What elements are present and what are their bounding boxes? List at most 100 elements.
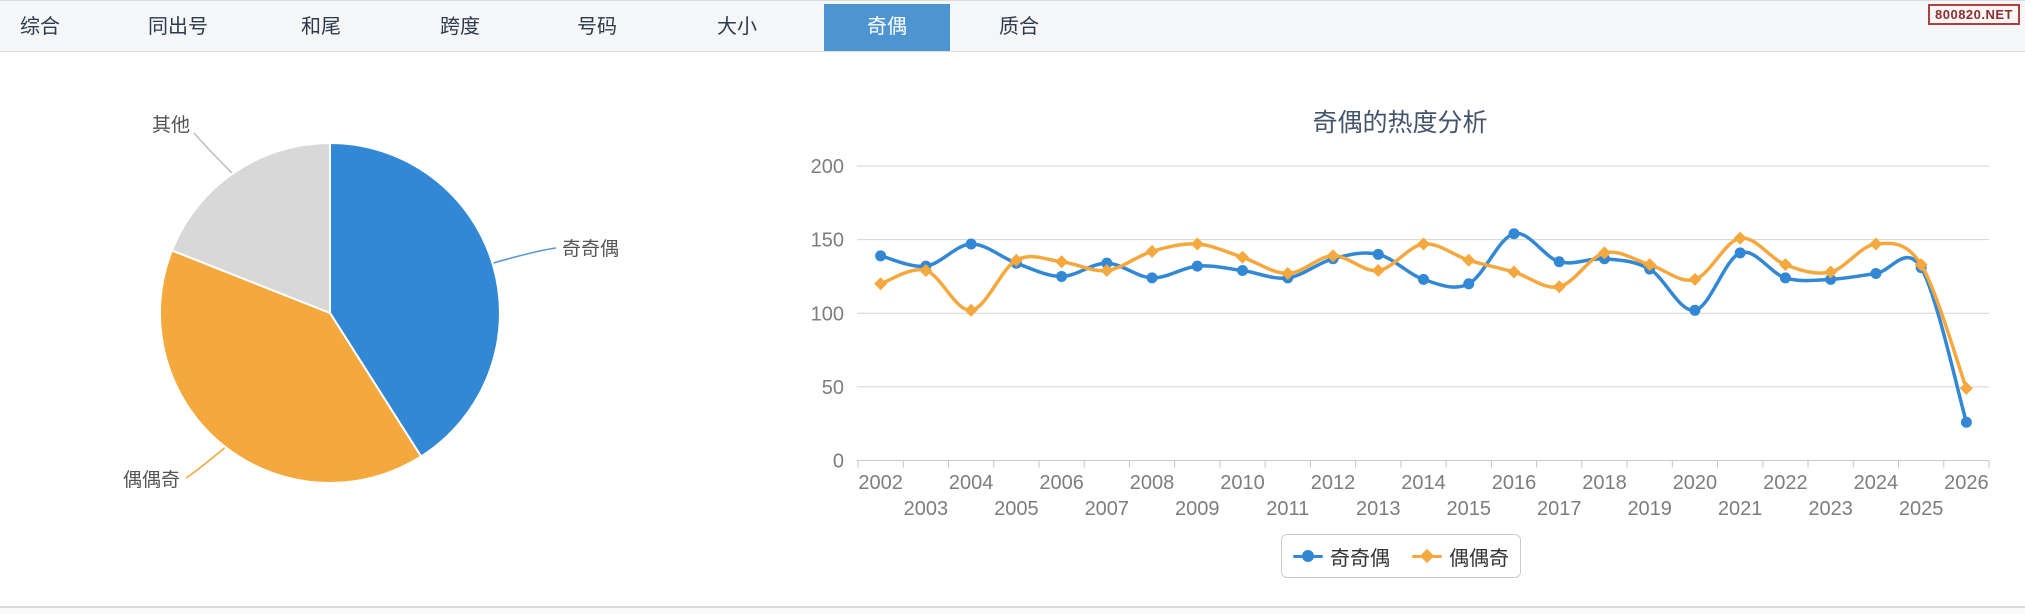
data-point-diamond-2002	[874, 277, 888, 291]
legend-item-ououqi[interactable]: 偶偶奇	[1412, 542, 1509, 571]
y-axis-label-0: 0	[833, 451, 844, 473]
data-point-circle-2026	[1960, 416, 1972, 428]
data-point-diamond-2023	[1824, 265, 1838, 279]
data-point-circle-2023	[1825, 273, 1837, 285]
y-axis-label-150: 150	[811, 230, 844, 252]
pie-label-2: 偶偶奇	[123, 469, 180, 491]
x-axis-label-2022: 2022	[1763, 472, 1808, 494]
x-axis-label-2019: 2019	[1627, 498, 1672, 520]
tab-7-active[interactable]: 奇偶	[824, 4, 950, 51]
data-point-diamond-2021	[1733, 231, 1747, 245]
y-axis-label-100: 100	[811, 303, 844, 325]
bottom-strip	[0, 608, 2025, 614]
chart-legend: 奇奇偶 偶偶奇	[1281, 534, 1521, 578]
pie-slice-2[interactable]	[158, 249, 423, 484]
x-axis-label-2009: 2009	[1175, 498, 1220, 520]
data-point-circle-2008	[1146, 272, 1158, 284]
tab-1[interactable]: 综合	[20, 16, 60, 38]
x-axis-label-2013: 2013	[1356, 498, 1401, 520]
line-chart-title: 奇偶的热度分析	[1312, 109, 1487, 137]
data-point-diamond-2007	[1100, 264, 1114, 278]
pie-label-3: 其他	[152, 114, 190, 136]
x-axis-label-2002: 2002	[858, 472, 903, 494]
x-axis-label-2020: 2020	[1673, 472, 1718, 494]
x-axis-label-2011: 2011	[1266, 498, 1309, 520]
data-point-circle-2016	[1508, 228, 1520, 240]
x-axis-label-2008: 2008	[1130, 472, 1175, 494]
x-axis-label-2018: 2018	[1582, 472, 1627, 494]
legend-label: 奇奇偶	[1330, 547, 1390, 570]
data-point-diamond-2026	[1959, 381, 1973, 395]
data-point-circle-2021	[1734, 247, 1746, 259]
x-axis-label-2025: 2025	[1899, 498, 1944, 520]
data-point-circle-2002	[875, 250, 887, 262]
data-point-diamond-2018	[1597, 246, 1611, 260]
data-point-circle-2009	[1191, 260, 1203, 272]
legend-label: 偶偶奇	[1449, 547, 1509, 570]
y-axis-label-50: 50	[822, 377, 844, 399]
data-point-diamond-2013	[1371, 264, 1385, 278]
x-axis-label-2021: 2021	[1718, 498, 1763, 520]
tab-5[interactable]: 号码	[577, 16, 617, 38]
watermark-badge: 800820.NET	[1928, 4, 2020, 25]
data-point-diamond-2024	[1869, 237, 1883, 251]
data-point-diamond-2011	[1281, 266, 1295, 280]
legend-marker-diamond-icon	[1412, 548, 1442, 564]
data-point-circle-2024	[1870, 267, 1882, 279]
tab-6[interactable]: 大小	[717, 16, 757, 38]
legend-item-qiqiou[interactable]: 奇奇偶	[1293, 542, 1390, 571]
data-point-diamond-2019	[1643, 258, 1657, 272]
data-point-diamond-2010	[1236, 250, 1250, 264]
y-axis-label-200: 200	[811, 156, 844, 178]
data-point-circle-2006	[1056, 270, 1068, 282]
x-axis-label-2026: 2026	[1944, 472, 1989, 494]
data-point-circle-2007	[1101, 257, 1113, 269]
data-point-diamond-2016	[1507, 265, 1521, 279]
data-point-circle-2004	[965, 238, 977, 250]
tab-3[interactable]: 和尾	[301, 16, 341, 38]
pie-slice-3[interactable]	[170, 141, 331, 315]
data-point-diamond-2015	[1462, 253, 1476, 267]
x-axis-label-2015: 2015	[1446, 498, 1491, 520]
data-point-circle-2017	[1553, 256, 1565, 268]
pie-leader-line-3	[193, 132, 233, 174]
data-point-diamond-2005	[1009, 253, 1023, 267]
line-chart: 奇偶的热度分析 200 150 100 50 0 20022003200420052006…	[811, 109, 1990, 520]
x-axis-label-2016: 2016	[1492, 472, 1537, 494]
data-point-circle-2014	[1418, 273, 1429, 285]
data-point-diamond-2017	[1552, 280, 1566, 294]
tab-8[interactable]: 质合	[999, 16, 1039, 38]
data-point-diamond-2006	[1055, 255, 1069, 269]
bottom-divider	[0, 606, 2025, 608]
x-axis-label-2006: 2006	[1039, 472, 1084, 494]
data-point-diamond-2003	[919, 264, 933, 278]
legend-marker-circle-icon	[1293, 548, 1323, 564]
data-point-diamond-2020	[1688, 272, 1702, 286]
data-point-circle-2015	[1463, 278, 1475, 290]
data-point-diamond-2022	[1778, 258, 1792, 272]
series-line-1	[878, 231, 1969, 424]
data-point-diamond-2008	[1145, 244, 1159, 258]
x-axis-label-2017: 2017	[1537, 498, 1582, 520]
data-point-diamond-2025	[1914, 258, 1928, 272]
x-axis-label-2024: 2024	[1854, 472, 1899, 494]
x-axis-label-2004: 2004	[949, 472, 994, 494]
tab-2[interactable]: 同出号	[148, 16, 208, 38]
data-point-circle-2010	[1237, 265, 1249, 277]
x-axis-label-2014: 2014	[1401, 472, 1446, 494]
data-point-circle-2013	[1372, 248, 1384, 260]
x-axis-label-2010: 2010	[1220, 472, 1265, 494]
data-point-circle-2020	[1689, 304, 1701, 316]
x-axis-label-2023: 2023	[1808, 498, 1853, 520]
data-point-diamond-2014	[1417, 237, 1430, 251]
data-point-diamond-2012	[1326, 249, 1340, 263]
x-axis-label-2003: 2003	[904, 498, 949, 520]
pie-leader-line-2	[185, 447, 226, 479]
data-point-diamond-2004	[964, 303, 978, 317]
x-axis-label-2012: 2012	[1311, 472, 1356, 494]
tab-4[interactable]: 跨度	[440, 16, 480, 38]
x-axis-label-2005: 2005	[994, 498, 1039, 520]
pie-label-1: 奇奇偶	[562, 238, 619, 260]
data-point-circle-2022	[1779, 272, 1791, 284]
